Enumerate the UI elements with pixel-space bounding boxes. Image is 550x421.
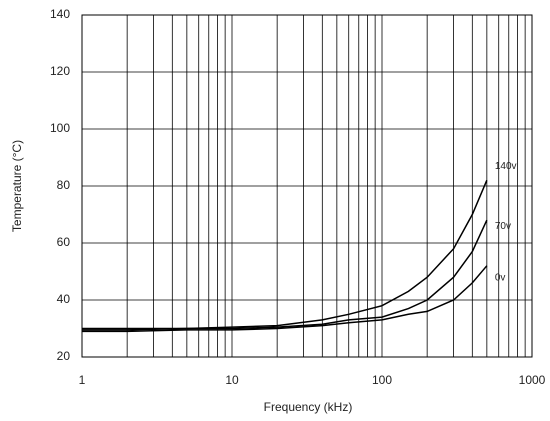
series-line (82, 265, 488, 333)
series-label: 70v (495, 221, 511, 232)
x-axis-label: Frequency (kHz) (264, 400, 353, 414)
series-label: 0v (495, 272, 506, 283)
y-tick-label: 60 (57, 235, 71, 249)
y-tick-label: 40 (57, 292, 71, 306)
x-tick-label: 1000 (519, 373, 546, 387)
y-tick-label: 80 (57, 178, 71, 192)
x-tick-label: 1 (79, 373, 86, 387)
series-line (82, 219, 488, 331)
y-axis-label: Temperature (°C) (10, 140, 24, 232)
y-tick-label: 120 (50, 64, 70, 78)
y-tick-label: 100 (50, 121, 70, 135)
x-tick-label: 10 (225, 373, 239, 387)
y-tick-label: 140 (50, 7, 70, 21)
plot-frame (81, 14, 533, 358)
y-tick-label: 20 (57, 349, 71, 363)
x-tick-label: 100 (372, 373, 392, 387)
series-label: 140v (495, 161, 517, 172)
